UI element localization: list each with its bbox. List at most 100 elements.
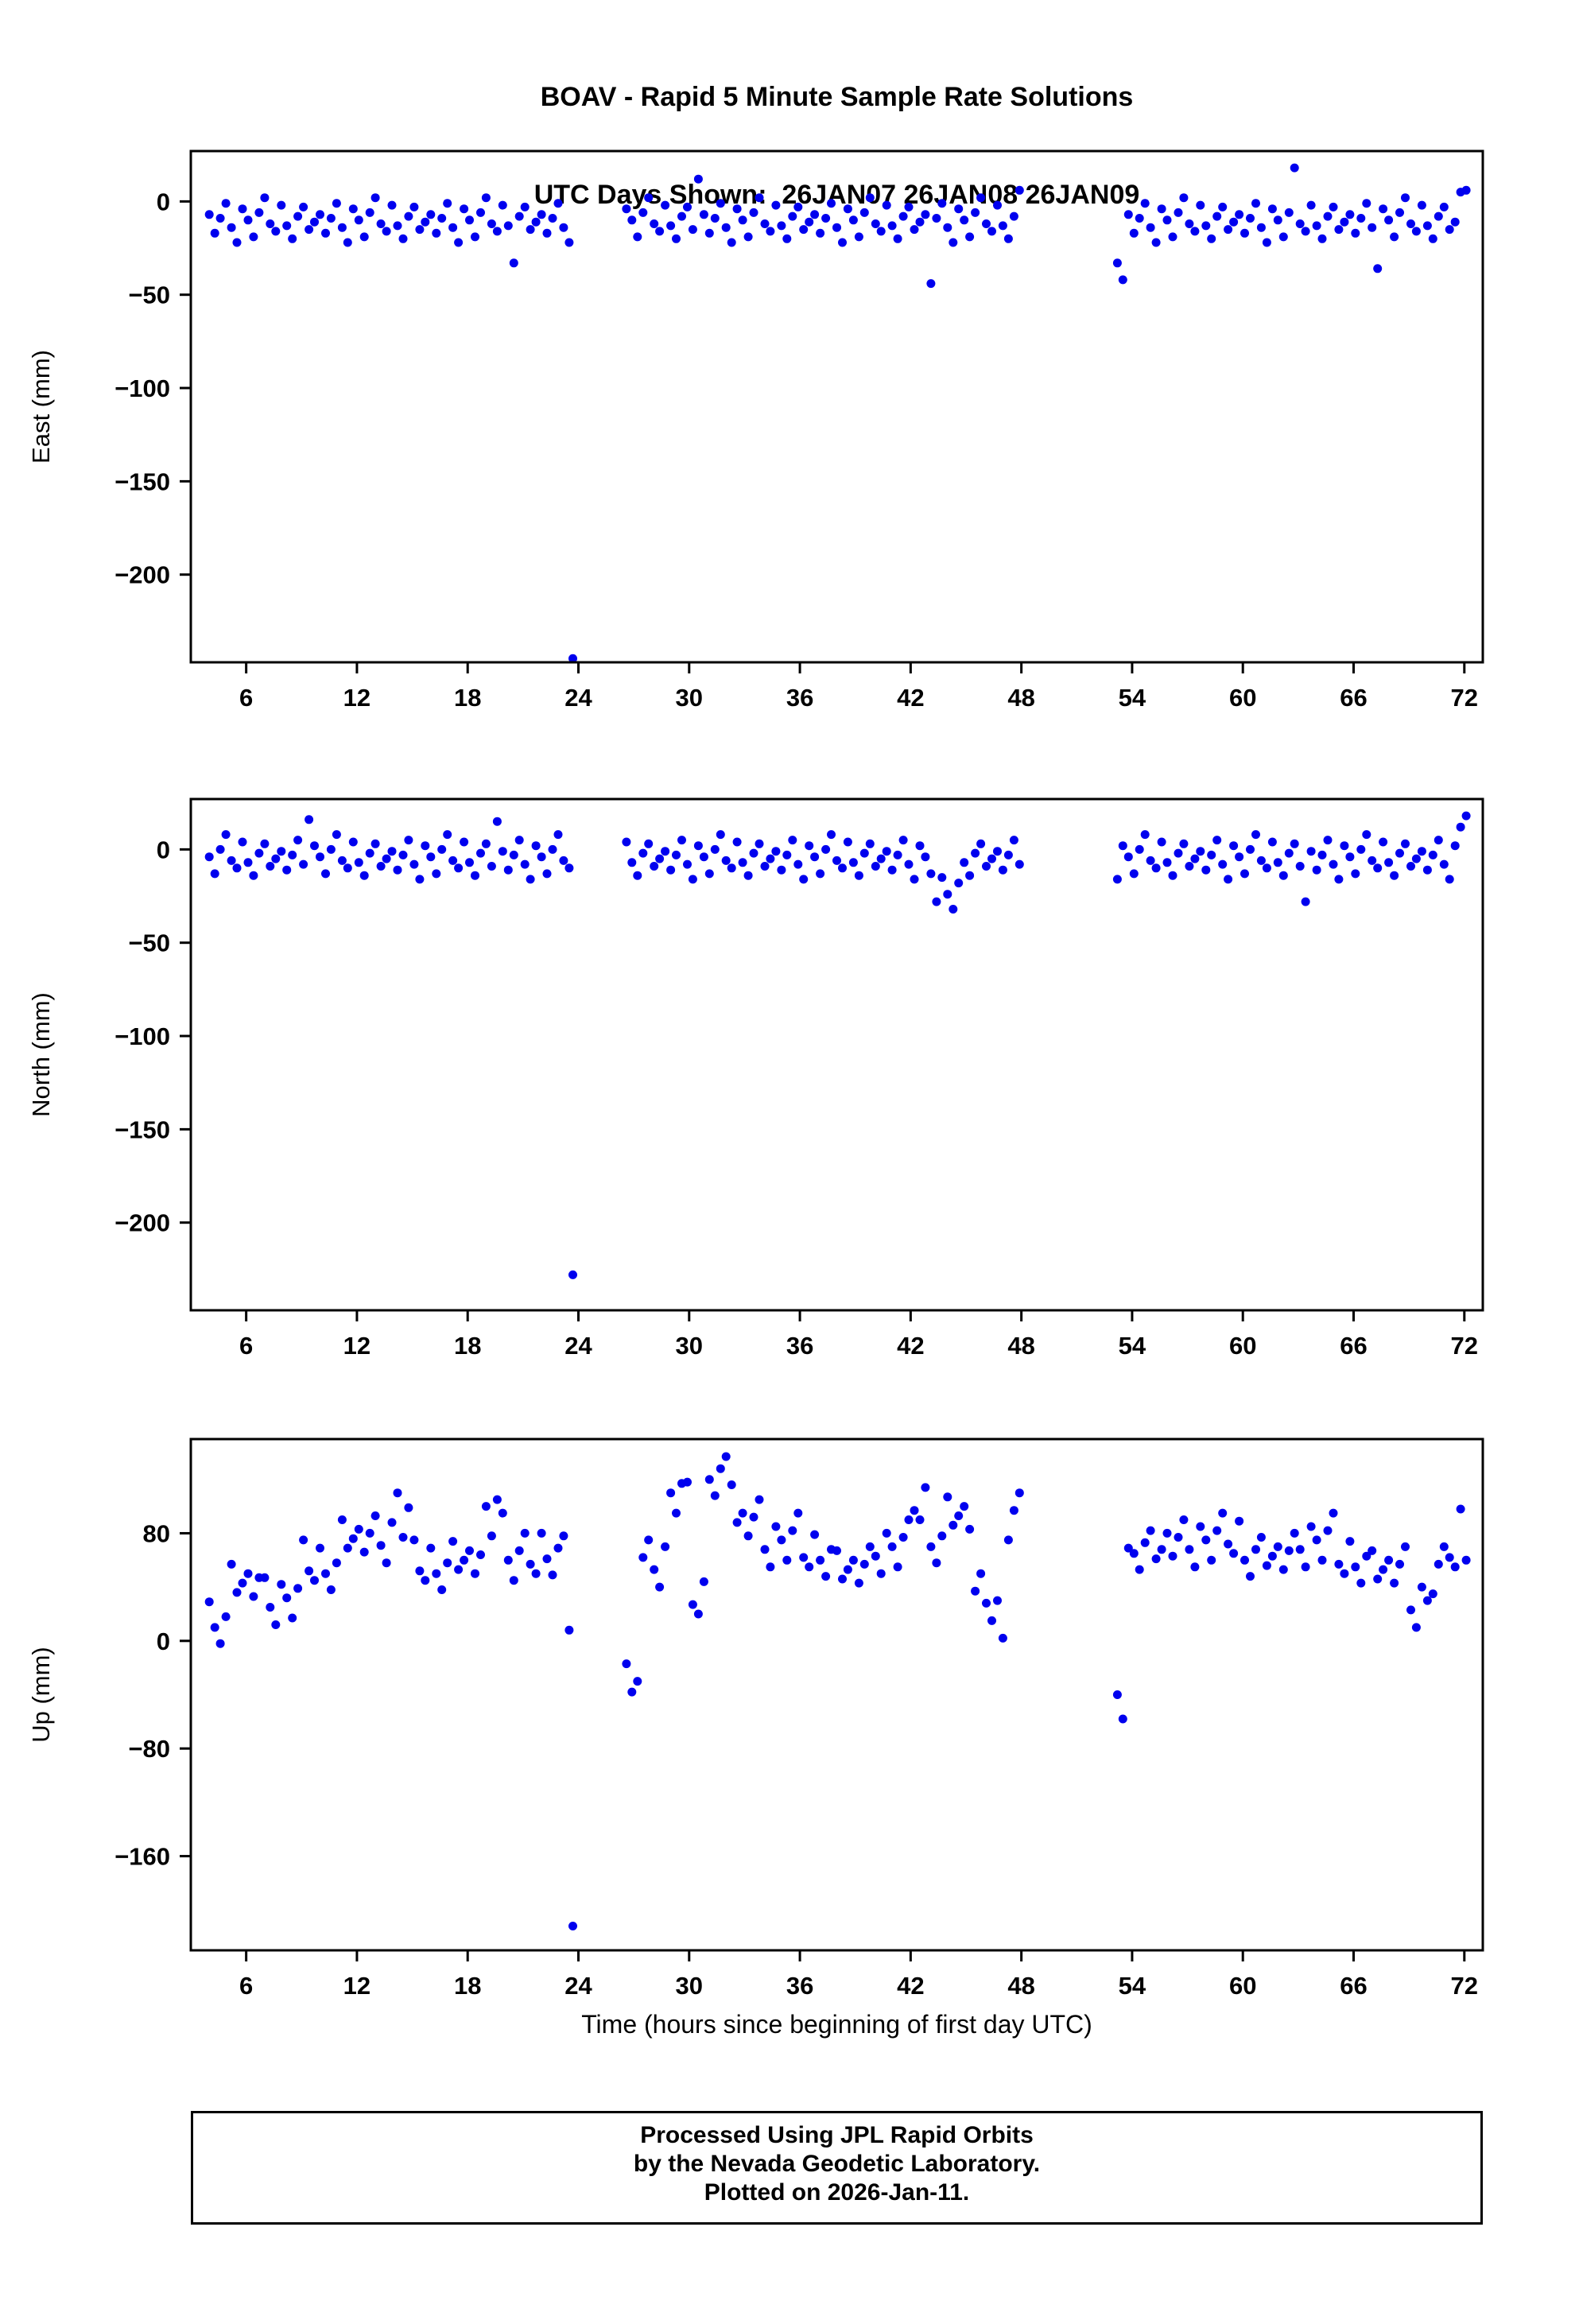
north-data-point bbox=[1417, 847, 1426, 856]
north-data-point bbox=[448, 855, 458, 865]
up-data-point bbox=[661, 1542, 670, 1551]
east-data-point bbox=[1290, 163, 1299, 173]
up-data-point bbox=[1323, 1526, 1333, 1535]
north-data-point bbox=[810, 852, 820, 862]
north-data-point bbox=[348, 837, 358, 847]
east-data-point bbox=[1179, 193, 1189, 203]
up-data-point bbox=[1168, 1551, 1177, 1561]
east-data-point bbox=[882, 200, 891, 210]
north-data-point bbox=[721, 855, 731, 865]
east-data-point bbox=[332, 199, 341, 208]
up-data-point bbox=[498, 1508, 507, 1518]
north-data-point bbox=[910, 875, 919, 884]
east-data-point bbox=[871, 219, 880, 228]
east-data-point bbox=[1235, 210, 1244, 219]
up-data-point bbox=[672, 1508, 681, 1518]
north-data-point bbox=[1351, 869, 1360, 879]
north-data-point bbox=[871, 862, 880, 871]
up-data-point bbox=[1190, 1562, 1200, 1572]
up-data-point bbox=[1340, 1569, 1349, 1578]
up-data-point bbox=[354, 1524, 363, 1534]
north-data-point bbox=[232, 863, 242, 873]
up-data-point bbox=[821, 1572, 831, 1581]
north-data-point bbox=[816, 869, 825, 879]
up-data-point bbox=[1118, 1714, 1127, 1724]
up-data-point bbox=[732, 1518, 742, 1527]
north-y-axis-label: North (mm) bbox=[27, 992, 55, 1117]
north-data-point bbox=[1112, 875, 1122, 884]
up-x-tick-label: 54 bbox=[1119, 1972, 1146, 2000]
north-data-point bbox=[293, 836, 303, 845]
north-data-point bbox=[622, 837, 631, 847]
east-data-point bbox=[471, 232, 479, 242]
east-data-point bbox=[553, 199, 563, 208]
east-data-point bbox=[1362, 199, 1371, 208]
up-data-point bbox=[1207, 1555, 1216, 1565]
up-data-point bbox=[215, 1639, 225, 1648]
up-data-point bbox=[882, 1528, 891, 1538]
east-data-point bbox=[771, 200, 781, 210]
north-data-point bbox=[316, 852, 324, 862]
up-data-point bbox=[305, 1566, 314, 1576]
up-data-point bbox=[755, 1495, 764, 1504]
north-data-point bbox=[1334, 875, 1344, 884]
north-data-point bbox=[1135, 844, 1144, 854]
east-data-point bbox=[949, 238, 958, 247]
east-data-point bbox=[1334, 225, 1344, 235]
east-data-point bbox=[305, 225, 314, 235]
north-data-point bbox=[661, 847, 670, 856]
north-data-point bbox=[677, 836, 686, 845]
east-data-point bbox=[1422, 221, 1432, 231]
north-data-point bbox=[882, 847, 891, 856]
up-data-point bbox=[1235, 1516, 1244, 1526]
up-data-point bbox=[249, 1592, 258, 1601]
east-data-point bbox=[421, 217, 430, 227]
north-data-point bbox=[1246, 844, 1255, 854]
up-data-point bbox=[838, 1574, 847, 1584]
north-data-point bbox=[393, 865, 402, 875]
east-data-point bbox=[683, 202, 692, 211]
up-data-point bbox=[1312, 1535, 1321, 1545]
up-data-point bbox=[238, 1578, 247, 1588]
east-data-point bbox=[816, 228, 825, 238]
up-data-point bbox=[1329, 1508, 1338, 1518]
north-data-point bbox=[987, 854, 996, 863]
up-data-point bbox=[503, 1555, 513, 1565]
east-data-point bbox=[415, 225, 425, 235]
east-data-point bbox=[887, 221, 897, 231]
east-data-point bbox=[460, 204, 469, 214]
east-data-point bbox=[426, 210, 436, 219]
east-data-point bbox=[282, 221, 292, 231]
east-x-tick-label: 66 bbox=[1340, 684, 1367, 712]
up-data-point bbox=[760, 1545, 770, 1554]
east-data-point bbox=[454, 238, 464, 247]
east-data-point bbox=[503, 221, 513, 231]
north-data-point bbox=[1445, 875, 1454, 884]
east-x-tick-label: 30 bbox=[676, 684, 703, 712]
east-data-point bbox=[526, 225, 535, 235]
north-y-tick-label: −200 bbox=[114, 1209, 170, 1237]
up-data-point bbox=[727, 1480, 736, 1489]
up-data-point bbox=[1345, 1537, 1355, 1546]
north-data-point bbox=[650, 862, 659, 871]
north-data-point bbox=[666, 865, 676, 875]
north-data-point bbox=[409, 859, 419, 869]
up-data-point bbox=[288, 1613, 297, 1623]
north-data-point bbox=[310, 841, 319, 851]
north-data-point bbox=[1179, 839, 1189, 848]
north-data-point bbox=[949, 905, 958, 914]
east-data-point bbox=[365, 208, 374, 217]
east-data-point bbox=[1262, 238, 1271, 247]
north-data-point bbox=[1456, 822, 1465, 832]
up-data-point bbox=[1456, 1504, 1465, 1514]
east-data-point bbox=[755, 193, 764, 203]
north-data-point bbox=[898, 836, 908, 845]
east-data-point bbox=[531, 217, 541, 227]
north-data-point bbox=[1262, 863, 1271, 873]
north-data-point bbox=[454, 863, 464, 873]
east-data-point bbox=[465, 215, 474, 225]
north-x-tick-label: 48 bbox=[1007, 1332, 1034, 1360]
north-data-point bbox=[343, 863, 352, 873]
up-data-point bbox=[359, 1547, 369, 1557]
up-data-point bbox=[743, 1531, 753, 1541]
